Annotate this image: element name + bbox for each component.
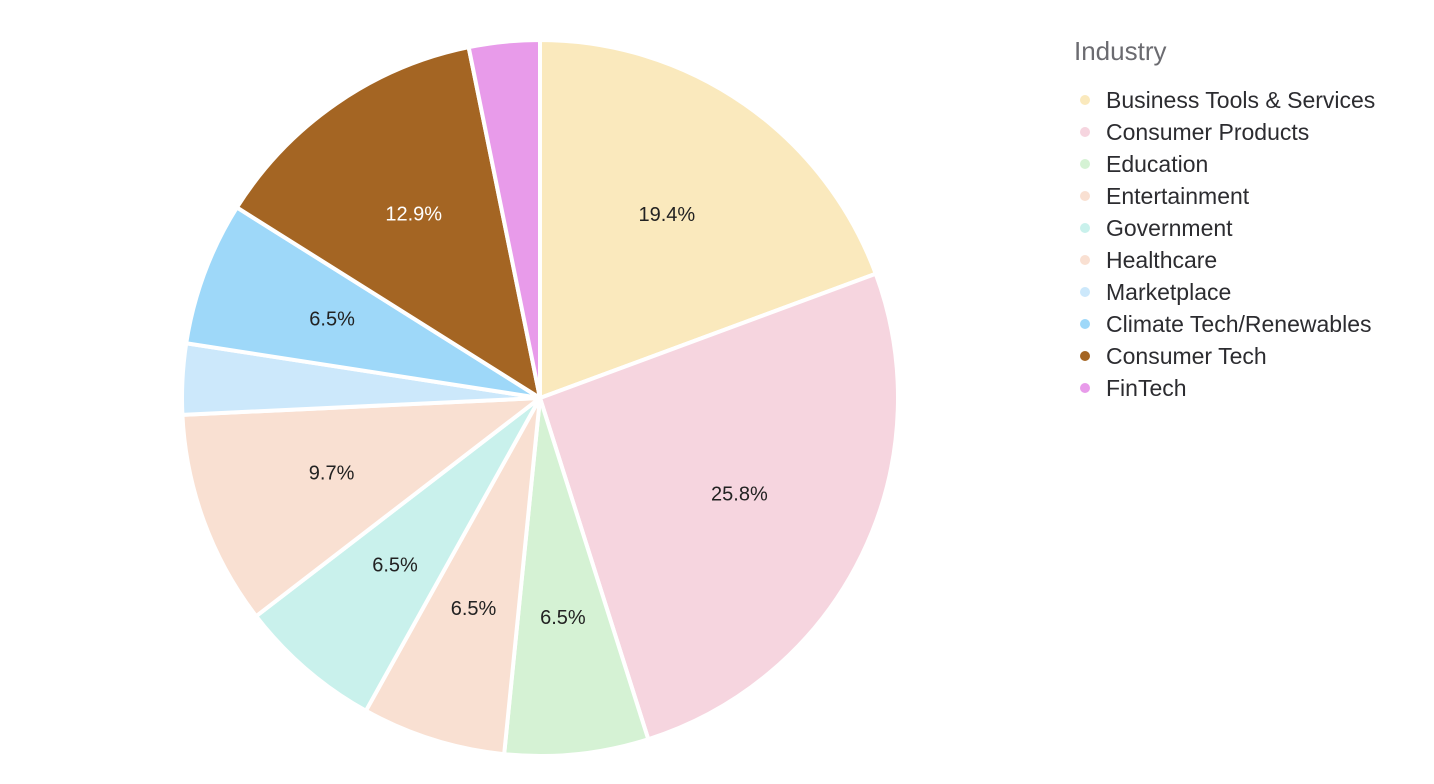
legend-label: Government [1106,214,1233,241]
legend-item-education[interactable]: Education [1074,148,1424,180]
legend-swatch-icon [1080,159,1090,169]
legend-label: Business Tools & Services [1106,86,1376,113]
legend-swatch-icon [1080,95,1090,105]
legend-swatch-icon [1080,127,1090,137]
legend-label: Climate Tech/Renewables [1106,310,1372,337]
slice-label-healthcare: 9.7% [309,463,355,485]
legend-label: Consumer Tech [1106,342,1267,369]
slice-label-consumer-tech: 12.9% [385,204,442,226]
pie-chart: 19.4% 25.8% 6.5% 6.5% 6.5% 9.7% 6.5% 12.9% [180,38,900,758]
legend-item-consumer-products[interactable]: Consumer Products [1074,116,1424,148]
pie-slice-business-tools-services[interactable] [538,38,878,400]
legend-item-marketplace[interactable]: Marketplace [1074,276,1424,308]
legend-swatch-icon [1080,383,1090,393]
legend-label: Healthcare [1106,246,1218,273]
legend-swatch-icon [1080,191,1090,201]
pie-slice-consumer-products[interactable] [538,271,900,742]
legend-item-government[interactable]: Government [1074,212,1424,244]
legend-swatch-icon [1080,287,1090,297]
legend-swatch-icon [1080,255,1090,265]
legend-item-fintech[interactable]: FinTech [1074,372,1424,404]
pie-slice-fintech[interactable] [466,38,542,400]
legend-item-entertainment[interactable]: Entertainment [1074,180,1424,212]
slice-label-business-tools-services: 19.4% [638,204,695,226]
legend-swatch-icon [1080,351,1090,361]
pie-slice-consumer-tech[interactable] [234,45,542,400]
legend-swatch-icon [1080,319,1090,329]
legend-item-climate-tech-renewables[interactable]: Climate Tech/Renewables [1074,308,1424,340]
pie-slices [180,38,900,758]
pie-slice-education[interactable] [502,396,651,758]
slice-label-climate-tech-renewables: 6.5% [309,309,355,331]
pie-slice-labels: 19.4% 25.8% 6.5% 6.5% 6.5% 9.7% 6.5% 12.9% [309,204,768,629]
legend: Industry Business Tools & Services Consum… [1074,34,1424,404]
legend-label: Marketplace [1106,278,1232,305]
legend-title: Industry [1074,36,1167,66]
legend-label: Education [1106,150,1209,177]
pie-slice-entertainment[interactable] [363,396,542,757]
pie-slice-climate-tech-renewables[interactable] [184,205,542,400]
legend-label: FinTech [1106,374,1187,401]
legend-label: Entertainment [1106,182,1250,209]
legend-item-consumer-tech[interactable]: Consumer Tech [1074,340,1424,372]
legend-swatch-icon [1080,223,1090,233]
pie-slice-government[interactable] [254,396,542,713]
legend-item-healthcare[interactable]: Healthcare [1074,244,1424,276]
slice-label-consumer-products: 25.8% [711,484,768,506]
pie-slice-healthcare[interactable] [180,396,542,619]
slice-label-education: 6.5% [540,607,586,629]
legend-label: Consumer Products [1106,118,1310,145]
legend-list: Business Tools & Services Consumer Produc… [1074,84,1424,404]
slice-label-government: 6.5% [372,554,418,576]
legend-item-business-tools-services[interactable]: Business Tools & Services [1074,84,1424,116]
slice-label-entertainment: 6.5% [451,598,497,620]
